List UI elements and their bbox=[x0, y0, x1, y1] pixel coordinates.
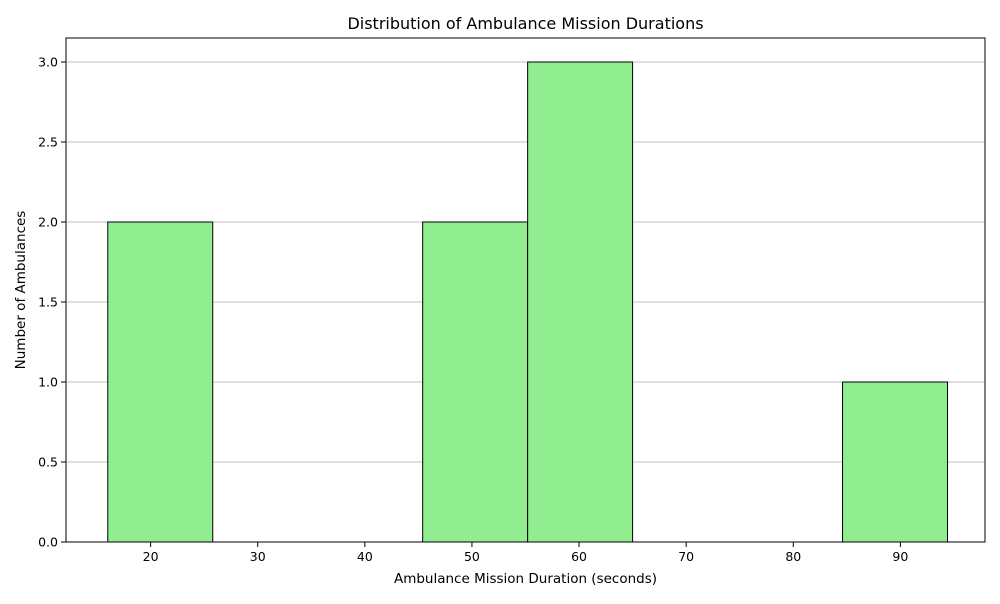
x-tick-label-4: 60 bbox=[571, 549, 587, 564]
y-tick-label-6: 3.0 bbox=[38, 55, 58, 70]
x-tick-label-3: 50 bbox=[464, 549, 480, 564]
x-tick-label-2: 40 bbox=[357, 549, 373, 564]
y-tick-label-4: 2.0 bbox=[38, 215, 58, 230]
y-axis-label: Number of Ambulances bbox=[13, 211, 29, 370]
y-axis-ticks: 0.0 0.5 1.0 1.5 2.0 2.5 3.0 bbox=[38, 55, 66, 550]
histogram-bar-7 bbox=[842, 381, 949, 543]
plot-frame bbox=[65, 37, 986, 543]
y-tick-label-5: 2.5 bbox=[38, 135, 58, 150]
chart-title: Distribution of Ambulance Mission Durati… bbox=[347, 14, 703, 33]
x-tick-label-5: 70 bbox=[678, 549, 694, 564]
x-tick-label-0: 20 bbox=[143, 549, 159, 564]
y-tick-label-0: 0.0 bbox=[38, 535, 58, 550]
x-axis-label: Ambulance Mission Duration (seconds) bbox=[394, 571, 657, 587]
y-tick-label-2: 1.0 bbox=[38, 375, 58, 390]
x-tick-label-6: 80 bbox=[785, 549, 801, 564]
y-tick-label-3: 1.5 bbox=[38, 295, 58, 310]
x-tick-label-7: 90 bbox=[892, 549, 908, 564]
x-tick-label-1: 30 bbox=[250, 549, 266, 564]
histogram-bar-3 bbox=[422, 221, 529, 543]
y-tick-label-1: 0.5 bbox=[38, 455, 58, 470]
x-axis-ticks: 20 30 40 50 60 70 80 90 bbox=[143, 542, 908, 564]
histogram-bar-0 bbox=[107, 221, 214, 543]
histogram-bar-4 bbox=[527, 61, 634, 543]
histogram-bars bbox=[107, 61, 949, 543]
